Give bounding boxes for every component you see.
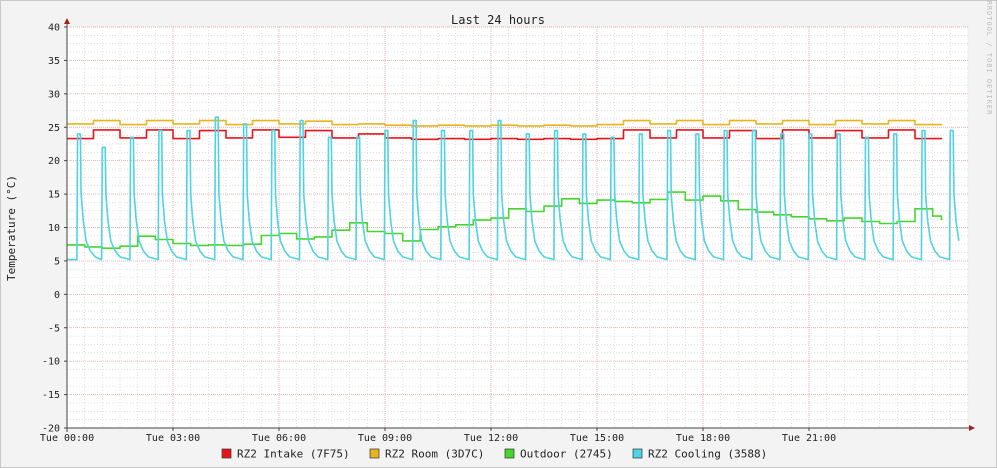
y-tick-label: -10: [42, 357, 60, 368]
legend-swatch: [221, 448, 232, 459]
legend-label: RZ2 Room (3D7C): [385, 448, 484, 461]
legend-swatch: [369, 448, 380, 459]
y-tick-label: 5: [54, 256, 60, 267]
x-tick-label: Tue 00:00: [40, 433, 94, 444]
y-tick-label: 40: [48, 23, 60, 34]
series-line-4: [67, 116, 960, 261]
legend-label: RZ2 Intake (7F75): [237, 448, 350, 461]
grid: [66, 26, 969, 429]
y-tick-label: -5: [48, 323, 60, 334]
y-tick-label: -20: [42, 424, 60, 435]
series-line-1: [67, 129, 943, 141]
y-tick-label: -15: [42, 390, 60, 401]
legend-swatch: [504, 448, 515, 459]
legend: RZ2 Intake (7F75) RZ2 Room (3D7C) Outdoor …: [221, 448, 767, 461]
x-axis-arrow: [969, 425, 975, 431]
x-tick-label: Tue 18:00: [676, 433, 730, 444]
x-tick-label: Tue 03:00: [146, 433, 200, 444]
y-tick-label: 35: [48, 56, 60, 67]
x-tick-label: Tue 15:00: [570, 433, 624, 444]
watermark-text: RRDTOOL / TOBI OETIKER: [985, 1, 993, 116]
y-tick-labels: 40 35 30 25 20 15 10 5 0 -5 -10 -15 -20: [42, 23, 67, 435]
x-tick-label: Tue 21:00: [782, 433, 836, 444]
y-tick-label: 20: [48, 156, 60, 167]
y-tick-label: 10: [48, 223, 60, 234]
y-axis-label: Temperature (°C): [5, 175, 18, 281]
legend-label: RZ2 Cooling (3588): [648, 448, 767, 461]
legend-label: Outdoor (2745): [520, 448, 613, 461]
legend-swatch: [632, 448, 643, 459]
series-line-2: [67, 119, 943, 127]
x-tick-label: Tue 09:00: [358, 433, 412, 444]
x-tick-labels: Tue 00:00 Tue 03:00 Tue 06:00 Tue 09:00 Tue …: [40, 428, 836, 444]
x-tick-label: Tue 12:00: [464, 433, 518, 444]
chart-title: Last 24 hours: [451, 13, 545, 27]
y-tick-label: 15: [48, 190, 60, 201]
y-tick-label: 0: [54, 290, 60, 301]
y-axis-arrow: [64, 18, 70, 24]
x-tick-label: Tue 06:00: [252, 433, 306, 444]
y-tick-label: 30: [48, 89, 60, 100]
series-layer: [67, 116, 960, 261]
y-tick-label: 25: [48, 123, 60, 134]
